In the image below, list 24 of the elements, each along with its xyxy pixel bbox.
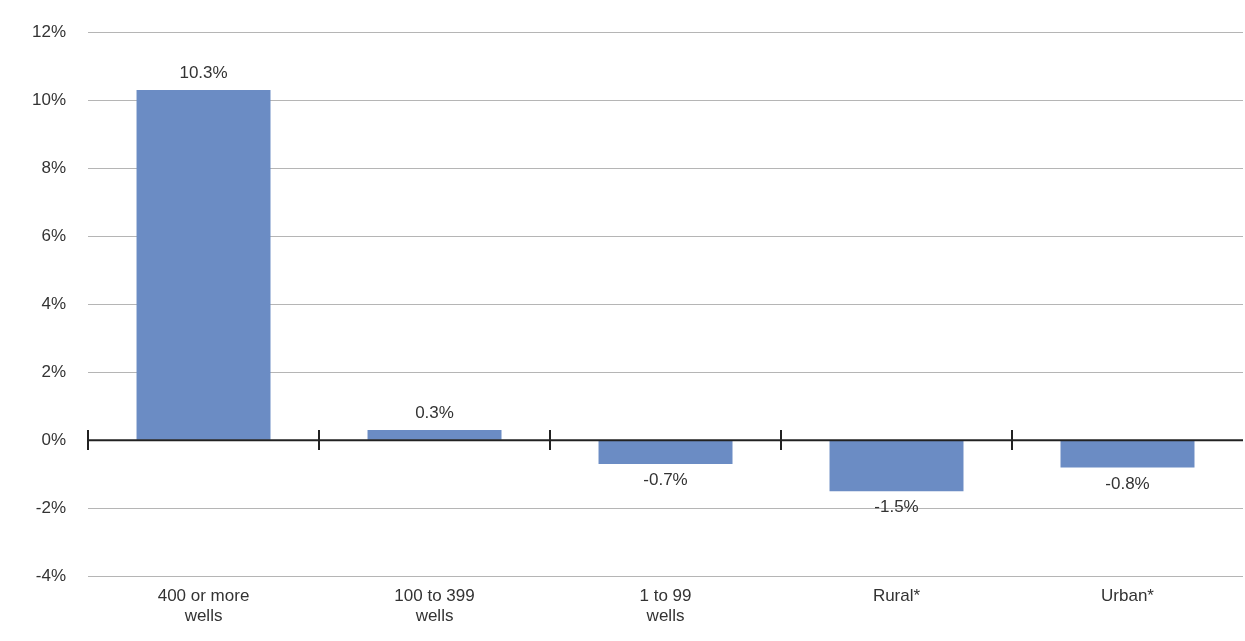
- x-tick-label: Urban*: [1101, 586, 1155, 606]
- y-tick-label: 6%: [41, 225, 67, 245]
- bar: [829, 440, 964, 492]
- x-tick-label: 400 or more wells: [157, 586, 250, 626]
- bar: [1060, 440, 1195, 468]
- y-tick-label: 10%: [31, 89, 67, 109]
- y-tick-label: 12%: [31, 21, 67, 41]
- data-label: -1.5%: [874, 497, 919, 517]
- y-tick-label: 8%: [41, 157, 67, 177]
- bar: [367, 430, 502, 440]
- y-tick-label: 4%: [41, 293, 67, 313]
- x-tick-label: Rural*: [872, 586, 921, 606]
- data-label: -0.7%: [643, 470, 688, 490]
- y-tick-label: 2%: [41, 361, 67, 381]
- y-tick-label: 0%: [41, 429, 67, 449]
- data-label: 0.3%: [415, 403, 454, 423]
- data-label: -0.8%: [1105, 473, 1150, 493]
- x-tick-label: 1 to 99 wells: [639, 586, 692, 626]
- bar: [136, 90, 271, 440]
- y-tick-label: -4%: [35, 565, 67, 585]
- x-tick-label: 100 to 399 wells: [394, 586, 475, 626]
- y-tick-label: -2%: [35, 497, 67, 517]
- bar: [598, 440, 733, 464]
- data-label: 10.3%: [179, 63, 228, 83]
